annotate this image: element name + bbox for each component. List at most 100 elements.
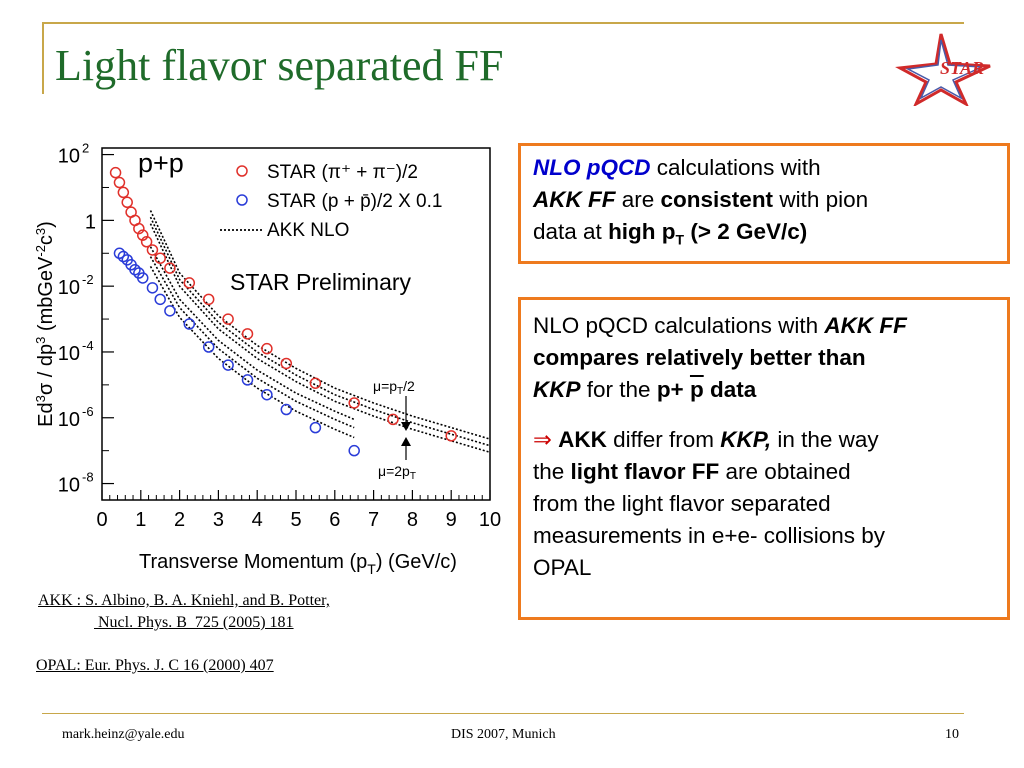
akk-ff-text-2: AKK FF [824,313,907,338]
x-tick-label: 7 [368,509,379,531]
legend-pion-label: STAR (π⁺ + π⁻)/2 [267,162,418,183]
box2-line5: the light flavor FF are obtained [533,456,997,488]
box2-line2: compares relatively better than [533,342,997,374]
box2-line8: OPAL [533,555,592,580]
y-tick-label: 10 [58,409,80,431]
box2-line6: from the light flavor separated [533,491,831,516]
annot-arrowhead-down [401,422,411,431]
x-tick-label: 2 [174,509,185,531]
akk-nlo-curve [149,246,355,421]
legend-akk-label: AKK NLO [267,220,349,241]
akk-text: AKK [558,427,607,452]
compares-text: compares relatively better than [533,345,866,370]
legend-proton-marker [236,194,248,206]
pion-point [183,277,196,289]
comparison-box: NLO pQCD calculations with AKK FF compar… [518,297,1010,620]
box1-text-d: data at [533,219,609,244]
implies-arrow: ⇒ [533,427,559,452]
y-tick-label: 10 [58,475,80,497]
pion-point [387,413,399,426]
pion-point [121,196,133,209]
box1-line2: AKK FF are consistent with pion [533,184,997,216]
pion-point [280,357,293,370]
akk-reference-line1[interactable]: AKK : S. Albino, B. A. Kniehl, and B. Po… [38,592,330,609]
proton-point [164,305,176,317]
proton-point [261,388,273,401]
y-tick-label: 10 [58,343,80,365]
x-tick-label: 3 [213,509,224,531]
pion-point [136,229,149,241]
top-rule [42,22,964,24]
box2-text-c: differ from [606,427,721,452]
x-tick-label: 1 [135,509,146,531]
legend-pion-marker [236,165,248,177]
legend: STAR (π⁺ + π⁻)/2 STAR (p + p̄)/2 X 0.1 A… [220,162,442,241]
pion-point [113,176,126,189]
box1-text-c: with pion [773,187,869,212]
star-logo-outer [895,33,991,106]
y-tick-exponent: -4 [82,338,94,353]
annot-mu-two: μ=2pT [378,463,416,482]
consistency-box: NLO pQCD calculations with AKK FF are co… [518,143,1010,264]
pion-point [117,186,130,199]
left-rule [42,22,44,94]
kkp-text: KKP [533,377,581,402]
system-label: p+p [138,148,184,178]
y-tick-exponent: 2 [82,141,89,156]
pion-point [261,342,273,355]
pion-point [348,397,360,409]
box2-line7: measurements in e+e- collisions by [533,523,886,548]
pion-points [109,166,457,442]
proton-point [129,263,141,276]
data-text: data [703,377,757,402]
y-tick-exponent: -8 [82,470,94,485]
footer-email: mark.heinz@yale.edu [62,727,185,742]
high-pt-text: high p [608,219,676,244]
box2-line1: NLO pQCD calculations with AKK FF [533,310,997,342]
pion-point [146,244,159,256]
y-tick-label: 1 [85,211,96,233]
proton-point [309,421,322,434]
akk-nlo-curve [149,223,491,454]
akk-nlo-curve [149,216,491,447]
pion-point [445,430,457,442]
akk-nlo-curve [149,210,491,440]
x-ticks: 0 1 2 3 4 5 6 7 8 9 10 [96,490,501,531]
x-tick-label: 9 [446,509,457,531]
x-tick-label: 10 [479,509,501,531]
footer-page-number: 10 [945,727,959,742]
proton-point [146,282,159,294]
akk-reference-line2[interactable]: Nucl. Phys. B 725 (2005) 181 [94,614,294,631]
pion-point [241,328,254,340]
y-tick-exponent: -2 [82,272,94,287]
kkp-text-2: KKP, [720,427,772,452]
proton-point [280,403,293,416]
consistent-text: consistent [660,187,774,212]
proton-point [136,272,149,284]
proton-point [154,293,166,306]
proton-point [117,250,130,263]
star-logo-inner [905,39,983,100]
box1-line1: NLO pQCD calculations with [533,152,997,184]
pt-threshold-text: (> 2 GeV/c) [684,219,808,244]
proton-point [348,444,360,457]
x-tick-label: 8 [407,509,418,531]
box2-text-e: the [533,459,571,484]
preliminary-label: STAR Preliminary [230,269,412,295]
proton-point [222,359,234,371]
y-axis-title: Ed3σ / dp3 (mbGeV-2c3) [33,221,57,427]
bottom-rule [42,713,964,714]
light-flavor-ff-text: light flavor FF [570,459,720,484]
pt-subscript: T [675,231,685,248]
pbar-text: p [689,377,704,402]
opal-reference[interactable]: OPAL: Eur. Phys. J. C 16 (2000) 407 [36,657,274,674]
p-plus-text: p+ [656,377,690,402]
box1-text-b: are [615,187,661,212]
nlo-pqcd-text: NLO pQCD [533,155,651,180]
box2-text-a: NLO pQCD calculations with [533,313,825,338]
box2-text-f: are obtained [719,459,851,484]
akk-nlo-curve [149,266,355,439]
proton-point [202,341,215,353]
pion-point [222,313,234,325]
